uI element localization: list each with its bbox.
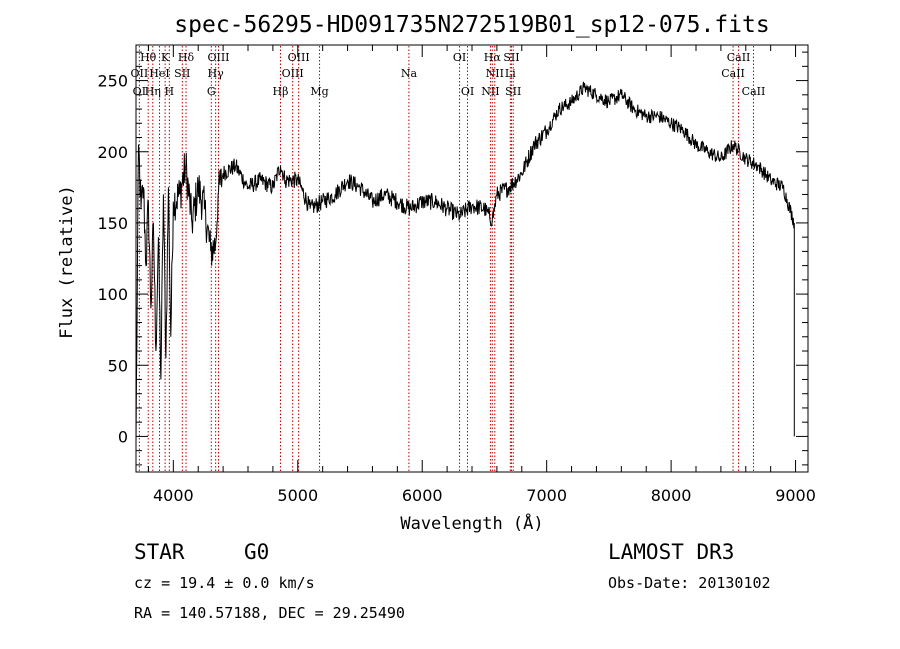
redshift-text: cz = 19.4 ± 0.0 km/s — [134, 574, 315, 592]
spectrum-line — [135, 81, 795, 444]
survey-label: LAMOST DR3 — [608, 540, 735, 564]
y-tick-label: 50 — [108, 356, 128, 375]
x-axis-label: Wavelength (Å) — [400, 512, 543, 534]
y-tick-label: 150 — [97, 214, 128, 233]
y-axis-label: Flux (relative) — [57, 185, 77, 339]
line-label: Hα — [484, 51, 502, 64]
line-label: Li — [505, 67, 516, 80]
line-label: K — [161, 51, 170, 64]
line-label: Hδ — [178, 51, 195, 64]
x-tick-label: 4000 — [153, 486, 194, 505]
line-label: G — [207, 85, 216, 98]
line-label: OIII — [282, 67, 304, 80]
y-tick-label: 200 — [97, 143, 128, 162]
emission-line-markers — [138, 46, 754, 471]
y-tick-label: 100 — [97, 285, 128, 304]
line-label: CaII — [742, 85, 766, 98]
line-label: OIII — [288, 51, 310, 64]
subclass-label: G0 — [244, 540, 270, 564]
chart-title: spec-56295-HD091735N272519B01_sp12-075.f… — [174, 12, 769, 38]
line-label: Mg — [310, 85, 328, 98]
x-tick-label: 8000 — [651, 486, 692, 505]
coordinates-text: RA = 140.57188, DEC = 29.25490 — [134, 604, 405, 622]
line-label: Hγ — [208, 67, 225, 80]
line-label: Hβ — [273, 85, 289, 98]
class-label: STAR — [134, 540, 185, 564]
line-label: Hη — [145, 85, 161, 98]
obs-date-text: Obs-Date: 20130102 — [608, 574, 771, 592]
y-tick-label: 250 — [97, 72, 128, 91]
line-label: HeI — [149, 67, 169, 80]
line-label: SII — [503, 51, 519, 64]
line-label: Na — [401, 67, 418, 80]
line-label: CaII — [721, 67, 745, 80]
line-label: NII — [486, 67, 504, 80]
x-axis-ticks: 4000 5000 6000 7000 8000 9000 — [147, 45, 816, 505]
line-label: H — [165, 85, 175, 98]
plot-frame — [135, 44, 809, 473]
x-tick-label: 7000 — [526, 486, 567, 505]
y-tick-label: 0 — [118, 427, 128, 446]
line-label: OI — [461, 85, 474, 98]
line-label: OII — [131, 67, 149, 80]
x-tick-label: 5000 — [277, 486, 318, 505]
line-label: OI — [453, 51, 466, 64]
line-label: SII — [174, 67, 190, 80]
line-label: Hθ — [140, 51, 157, 64]
x-tick-label: 9000 — [775, 486, 816, 505]
line-label: CaII — [727, 51, 751, 64]
y-axis-ticks: 0 50 100 150 200 250 — [97, 51, 808, 466]
line-label: NII — [481, 85, 499, 98]
line-label: SII — [505, 85, 521, 98]
line-label: OIII — [207, 51, 229, 64]
x-tick-label: 6000 — [402, 486, 443, 505]
